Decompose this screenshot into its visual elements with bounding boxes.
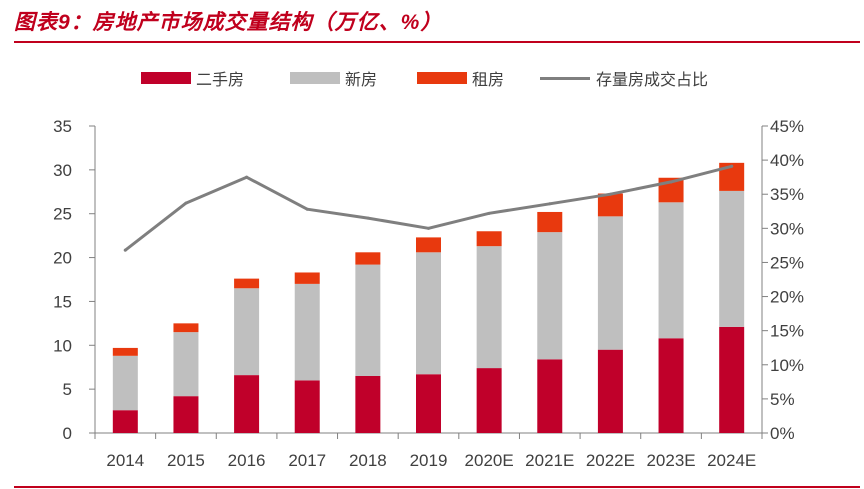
y-right-tick-label: 40% [770,151,804,170]
legend-item-stock-share: 存量房成交占比 [540,66,708,90]
line-point-2020E [487,211,491,215]
bar-rental-2020E [476,231,502,247]
legend-item-new-house: 新房 [290,66,377,90]
y-left-tick-label: 30 [53,161,72,180]
x-tick-label: 2014 [106,451,144,470]
figure-title: 图表9：房地产市场成交量结构（万亿、%） [14,11,443,34]
y-right-tick-label: 45% [770,117,804,136]
line-point-2018 [366,216,370,220]
y-left-tick-label: 10 [53,336,72,355]
y-right-tick-label: 30% [770,219,804,238]
legend-label-new-house: 新房 [345,72,378,89]
bar-second-hand-2015 [173,396,199,433]
x-tick-label: 2021E [525,451,574,470]
bar-rental-2017 [294,272,320,284]
bar-second-hand-2017 [294,380,320,433]
bar-second-hand-2022E [597,349,623,433]
legend-swatch-second-hand [141,72,191,84]
bar-second-hand-2019 [416,374,441,433]
line-point-2024E [730,164,734,168]
line-point-2015 [184,201,188,205]
bar-rental-2016 [234,278,260,289]
bar-new-house-2016 [234,288,260,376]
x-tick-label: 2015 [167,451,205,470]
bar-rental-2022E [597,193,623,217]
y-left-tick-label: 5 [63,380,72,399]
y-right-tick-label: 20% [770,288,804,307]
bar-rental-2018 [355,252,381,265]
legend-swatch-new-house [290,72,340,84]
line-point-2016 [245,175,249,179]
bar-new-house-2021E [537,232,563,360]
bottom-rule [14,486,860,488]
bar-rental-2021E [537,211,563,233]
x-tick-label: 2022E [586,451,635,470]
y-left-tick-label: 0 [63,424,72,443]
x-tick-label: 2023E [646,451,695,470]
line-point-2021E [548,202,552,206]
x-tick-label: 2018 [349,451,387,470]
y-right-tick-label: 0% [770,424,795,443]
bar-second-hand-2021E [537,359,563,433]
y-left-tick-label: 25 [53,205,72,224]
bar-new-house-2022E [597,216,623,350]
bar-rental-2014 [112,347,138,356]
bar-new-house-2017 [294,283,320,381]
x-tick-label: 2017 [288,451,326,470]
x-tick-label: 2024E [707,451,756,470]
x-tick-label: 2019 [410,451,448,470]
bar-new-house-2014 [112,355,138,411]
legend: 二手房 新房 租房 存量房成交占比 [0,66,864,90]
bars [112,162,745,433]
bar-new-house-2023E [658,202,684,339]
bar-second-hand-2024E [719,326,745,433]
line-point-2023E [669,180,673,184]
bar-new-house-2019 [416,252,441,375]
bar-new-house-2015 [173,332,199,397]
y-right-tick-label: 5% [770,390,795,409]
y-left-tick-label: 20 [53,249,72,268]
x-tick-label: 2020E [465,451,514,470]
bar-second-hand-2020E [476,368,502,433]
y-right-tick-label: 10% [770,356,804,375]
line-point-2022E [608,192,612,196]
legend-item-second-hand: 二手房 [141,66,244,90]
bar-rental-2015 [173,323,199,333]
legend-swatch-stock-share [540,76,590,80]
y-left-tick-label: 15 [53,292,72,311]
y-right-tick-label: 25% [770,253,804,272]
line-point-2019 [427,226,430,230]
legend-label-stock-share: 存量房成交占比 [596,72,709,89]
bar-second-hand-2016 [234,375,260,433]
bar-new-house-2024E [719,190,745,327]
bar-second-hand-2014 [112,410,138,433]
line-point-2017 [305,207,309,211]
y-left-tick-label: 35 [53,117,72,136]
bar-second-hand-2018 [355,375,381,433]
x-tick-label: 2016 [228,451,266,470]
title-rule [14,41,860,43]
legend-item-rental: 租房 [417,66,504,90]
bar-new-house-2018 [355,264,381,376]
legend-swatch-rental [417,72,467,84]
line-point-2014 [123,248,127,252]
bar-second-hand-2023E [658,338,684,433]
y-right-tick-label: 35% [770,185,804,204]
y-right-tick-label: 15% [770,322,804,341]
legend-label-rental: 租房 [472,72,505,89]
bar-rental-2019 [416,237,441,253]
legend-label-second-hand: 二手房 [196,72,245,89]
bar-new-house-2020E [476,246,502,369]
